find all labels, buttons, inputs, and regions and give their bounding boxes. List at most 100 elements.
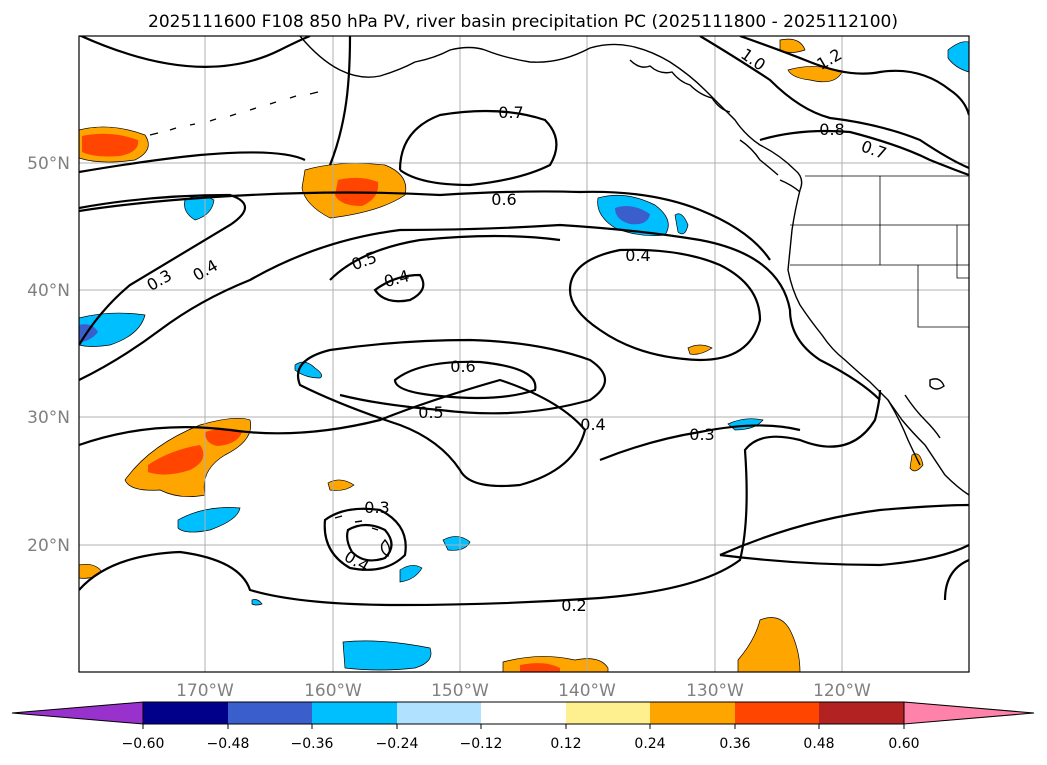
colorbar-segment bbox=[650, 702, 735, 724]
colorbar-extend-low bbox=[11, 701, 144, 725]
precip-negative-patch bbox=[674, 213, 689, 235]
colorbar: −0.60 −0.48 −0.36 −0.24 −0.12 0.12 0.24 … bbox=[11, 701, 1035, 752]
contour-label: 0.2 bbox=[561, 596, 586, 615]
lon-label: 130°W bbox=[686, 681, 744, 701]
colorbar-tick-label: −0.36 bbox=[291, 736, 334, 752]
precip-negative-patch bbox=[177, 507, 241, 533]
baja-california bbox=[887, 394, 941, 466]
lat-label: 30°N bbox=[27, 408, 70, 428]
lon-label: 160°W bbox=[304, 681, 362, 701]
contour-line bbox=[759, 129, 969, 177]
us-west-coastline bbox=[787, 189, 969, 496]
contour-label: 0.3 bbox=[364, 498, 389, 517]
colorbar-segment bbox=[312, 702, 397, 724]
political-borders bbox=[790, 175, 969, 328]
contour-line bbox=[79, 36, 311, 68]
precip-negative-core bbox=[615, 206, 650, 225]
precip-negative-patch bbox=[399, 565, 423, 583]
precip-negative-patch bbox=[442, 536, 471, 551]
precip-positive-core bbox=[520, 663, 560, 672]
precip-positive-patch bbox=[737, 617, 801, 672]
contour-line bbox=[719, 503, 969, 557]
contour-line bbox=[79, 223, 881, 401]
contour-line bbox=[373, 273, 425, 303]
contour-line bbox=[599, 424, 801, 462]
contour-line bbox=[699, 36, 969, 170]
contour-label: 0.6 bbox=[491, 190, 516, 209]
aleutian-islands bbox=[149, 91, 319, 136]
colorbar-tick-label: 0.60 bbox=[888, 736, 919, 752]
longitude-labels: 170°W 160°W 150°W 140°W 130°W 120°W bbox=[176, 681, 871, 701]
lon-label: 150°W bbox=[431, 681, 489, 701]
contour-label: 0.4 bbox=[625, 246, 650, 265]
colorbar-tick-label: −0.24 bbox=[376, 736, 419, 752]
colorbar-tick-label: 0.36 bbox=[719, 736, 750, 752]
colorbar-frame bbox=[142, 701, 905, 725]
colorbar-tick-label: 0.12 bbox=[550, 736, 581, 752]
colorbar-segment bbox=[819, 702, 904, 724]
contour-line bbox=[79, 151, 306, 174]
lon-label: 140°W bbox=[558, 681, 616, 701]
colorbar-extend-high bbox=[903, 701, 1035, 725]
colorbar-segment bbox=[397, 702, 481, 724]
figure-title: 2025111600 F108 850 hPa PV, river basin … bbox=[148, 12, 898, 32]
precip-positive-core bbox=[205, 428, 242, 446]
lon-label: 170°W bbox=[176, 681, 234, 701]
lon-label: 120°W bbox=[813, 681, 871, 701]
lat-label: 40°N bbox=[27, 281, 70, 301]
contour-label: 0.7 bbox=[498, 103, 523, 122]
colorbar-segment bbox=[481, 702, 566, 724]
map-frame bbox=[78, 35, 970, 673]
precip-positive-patch bbox=[787, 66, 843, 83]
precip-positive-patch bbox=[909, 453, 924, 472]
lat-label: 50°N bbox=[27, 154, 70, 174]
colorbar-tick-label: 0.24 bbox=[634, 736, 665, 752]
canada-coast-islands bbox=[629, 59, 801, 193]
map-area: 1.0 1.2 0.7 0.8 0.7 0.6 0.5 0.4 0.4 0.3 … bbox=[27, 35, 970, 701]
precip-negative-patch bbox=[251, 599, 263, 606]
colorbar-tick-label: −0.12 bbox=[460, 736, 503, 752]
precip-negative-patch bbox=[342, 640, 432, 671]
contour-line bbox=[79, 338, 607, 488]
island-guadalupe bbox=[929, 378, 945, 390]
precip-positive-patch bbox=[327, 479, 355, 491]
latitude-labels: 50°N 40°N 30°N 20°N bbox=[27, 154, 70, 556]
gridlines bbox=[79, 36, 969, 672]
coastlines bbox=[149, 36, 969, 557]
contour-line bbox=[739, 36, 969, 116]
contour-label: 0.3 bbox=[689, 425, 714, 444]
precip-positive-core bbox=[148, 445, 204, 475]
precip-positive-core bbox=[82, 133, 139, 157]
contour-line bbox=[393, 360, 537, 400]
contour-line bbox=[329, 234, 561, 281]
contour-label: 0.5 bbox=[418, 403, 443, 422]
colorbar-ticks bbox=[142, 724, 905, 729]
precip-positive-patch bbox=[687, 344, 713, 355]
colorbar-tick-label: −0.48 bbox=[207, 736, 250, 752]
state-borders bbox=[790, 176, 969, 328]
contour-line bbox=[328, 36, 352, 166]
pv-contours bbox=[79, 36, 969, 607]
contour-line bbox=[323, 507, 407, 571]
contour-line bbox=[943, 558, 969, 601]
colorbar-segment bbox=[566, 702, 650, 724]
contour-label: 0.8 bbox=[819, 120, 844, 139]
colorbar-segment bbox=[143, 702, 228, 724]
alaska-coastline bbox=[299, 36, 803, 191]
contour-line bbox=[568, 248, 762, 362]
contour-line bbox=[398, 109, 558, 187]
lat-label: 20°N bbox=[27, 536, 70, 556]
hawaii-islands bbox=[334, 515, 391, 557]
contour-line bbox=[346, 523, 393, 562]
colorbar-segment bbox=[735, 702, 819, 724]
contour-line bbox=[79, 389, 882, 607]
contour-line bbox=[79, 193, 247, 346]
contour-line bbox=[79, 190, 771, 261]
contour-label: 0.4 bbox=[580, 415, 605, 434]
colorbar-segment bbox=[228, 702, 312, 724]
colorbar-tick-label: −0.60 bbox=[122, 736, 165, 752]
contour-line bbox=[719, 544, 969, 567]
contour-label: 0.6 bbox=[450, 357, 475, 376]
